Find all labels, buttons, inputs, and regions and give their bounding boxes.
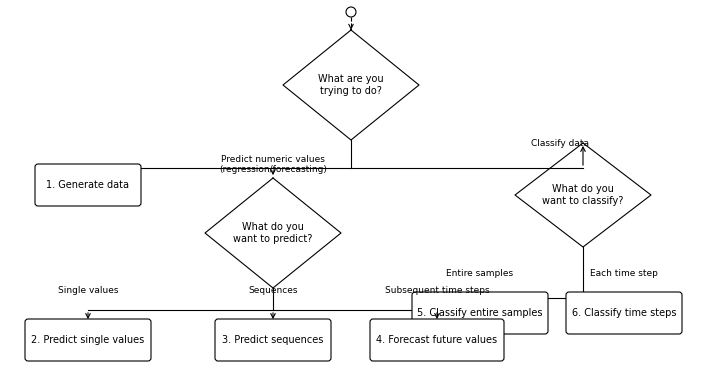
Text: What do you
want to classify?: What do you want to classify? <box>543 184 623 206</box>
FancyBboxPatch shape <box>25 319 151 361</box>
FancyBboxPatch shape <box>566 292 682 334</box>
Text: Sequences: Sequences <box>249 286 298 295</box>
FancyBboxPatch shape <box>370 319 504 361</box>
Text: What are you
trying to do?: What are you trying to do? <box>318 74 384 96</box>
Text: 4. Forecast future values: 4. Forecast future values <box>376 335 498 345</box>
Text: Entire samples: Entire samples <box>446 269 514 278</box>
Text: 6. Classify time steps: 6. Classify time steps <box>571 308 676 318</box>
Text: Classify data: Classify data <box>531 139 589 148</box>
FancyBboxPatch shape <box>215 319 331 361</box>
Text: 3. Predict sequences: 3. Predict sequences <box>223 335 324 345</box>
Text: Single values: Single values <box>58 286 118 295</box>
FancyBboxPatch shape <box>35 164 141 206</box>
Circle shape <box>346 7 356 17</box>
Text: 2. Predict single values: 2. Predict single values <box>32 335 145 345</box>
Text: Predict numeric values
(regression/forecasting): Predict numeric values (regression/forec… <box>219 155 327 174</box>
FancyBboxPatch shape <box>412 292 548 334</box>
Text: Each time step: Each time step <box>590 269 658 278</box>
Text: 1. Generate data: 1. Generate data <box>46 180 129 190</box>
Text: What do you
want to predict?: What do you want to predict? <box>233 222 312 244</box>
Text: Subsequent time steps: Subsequent time steps <box>385 286 489 295</box>
Text: 5. Classify entire samples: 5. Classify entire samples <box>417 308 543 318</box>
